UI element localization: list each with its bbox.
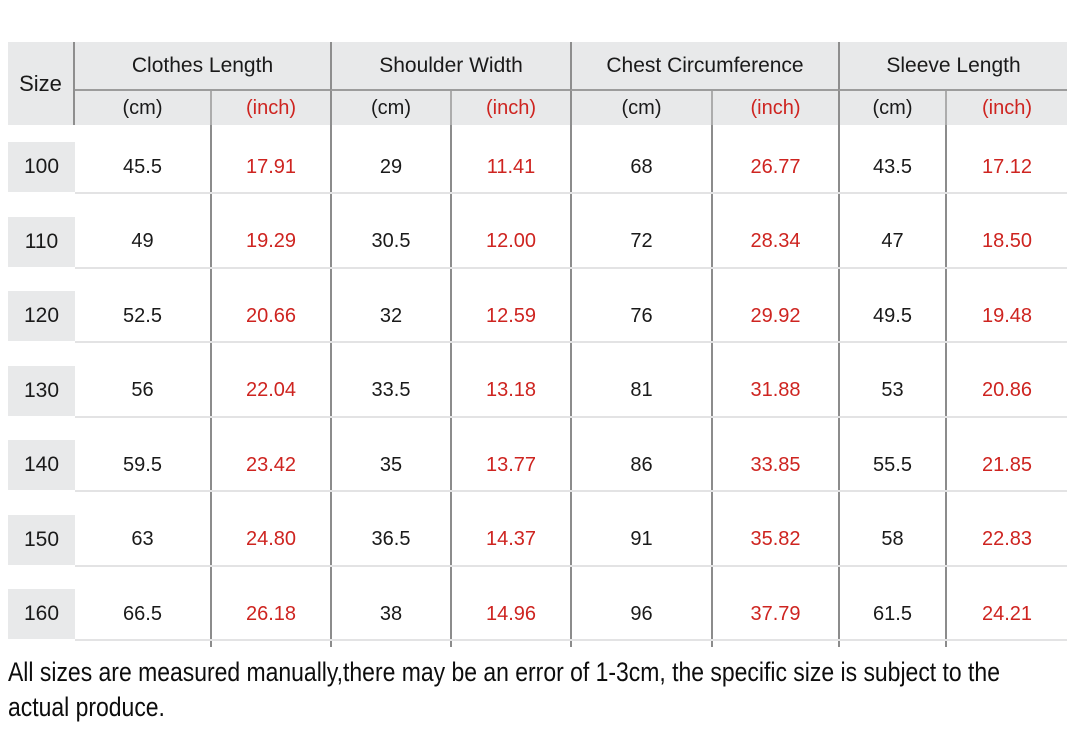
- size-cell: 160: [8, 572, 75, 647]
- size-value: 150: [8, 514, 75, 565]
- size-value: 130: [8, 365, 75, 416]
- value-cm: 91: [570, 497, 711, 572]
- value-inch: 12.00: [450, 199, 570, 274]
- value-cm: 55.5: [838, 423, 945, 498]
- value-cm: 29: [330, 125, 450, 200]
- value-cm: 68: [570, 125, 711, 200]
- value-inch: 14.96: [450, 572, 570, 647]
- table-row: 150 63 24.80 36.5 14.37 91 35.82 58 22.8…: [8, 497, 1067, 573]
- value-cm: 49.5: [838, 274, 945, 349]
- value-inch: 28.34: [711, 199, 838, 274]
- size-cell: 150: [8, 498, 75, 573]
- value-cm: 30.5: [330, 199, 450, 274]
- value-inch: 14.37: [450, 497, 570, 572]
- size-value: 160: [8, 589, 75, 639]
- value-inch: 12.59: [450, 274, 570, 349]
- value-cm: 63: [131, 528, 154, 551]
- value-cm: 66.5: [123, 602, 162, 625]
- group-header-shoulder-width: Shoulder Width: [330, 42, 570, 91]
- value-cm: 47: [838, 199, 945, 274]
- value-inch: 22.04: [210, 348, 330, 423]
- value-inch: 17.12: [945, 125, 1067, 200]
- column-header-size: Size: [8, 42, 75, 125]
- unit-header-inch: (inch): [711, 91, 838, 125]
- value-inch: 24.80: [210, 497, 330, 572]
- size-cell: 110: [8, 200, 75, 275]
- value-cm: 32: [330, 274, 450, 349]
- unit-header-cm: (cm): [838, 91, 945, 125]
- value-inch: 37.79: [711, 572, 838, 647]
- table-row: 130 56 22.04 33.5 13.18 81 31.88 53 20.8…: [8, 348, 1067, 424]
- size-cell: 100: [8, 125, 75, 200]
- unit-header-inch: (inch): [945, 91, 1067, 125]
- unit-header-inch: (inch): [210, 91, 330, 125]
- value-cm: 33.5: [330, 348, 450, 423]
- group-header-sleeve-length: Sleeve Length: [838, 42, 1067, 91]
- value-cm: 72: [570, 199, 711, 274]
- value-inch: 24.21: [945, 572, 1067, 647]
- value-inch: 13.77: [450, 423, 570, 498]
- value-inch: 19.29: [210, 199, 330, 274]
- unit-header-cm: (cm): [330, 91, 450, 125]
- value-cm: 52.5: [123, 304, 162, 327]
- size-value: 140: [8, 440, 75, 490]
- size-chart-table: Size Clothes Length Shoulder Width Chest…: [8, 42, 1067, 647]
- value-cm: 76: [570, 274, 711, 349]
- table-body: 100 45.5 17.91 29 11.41 68 26.77 43.5 17…: [8, 125, 1067, 647]
- unit-header-cm: (cm): [570, 91, 711, 125]
- value-inch: 22.83: [945, 497, 1067, 572]
- value-inch: 23.42: [210, 423, 330, 498]
- value-cm: 81: [570, 348, 711, 423]
- value-cm: 86: [570, 423, 711, 498]
- unit-header-inch: (inch): [450, 91, 570, 125]
- value-inch: 20.66: [210, 274, 330, 349]
- size-value: 120: [8, 291, 75, 341]
- value-cm: 49: [131, 230, 154, 253]
- value-inch: 31.88: [711, 348, 838, 423]
- size-cell: 120: [8, 274, 75, 349]
- value-inch: 29.92: [711, 274, 838, 349]
- value-inch: 17.91: [210, 125, 330, 200]
- size-cell: 140: [8, 423, 75, 498]
- value-cm: 58: [838, 497, 945, 572]
- value-inch: 13.18: [450, 348, 570, 423]
- value-cm: 61.5: [838, 572, 945, 647]
- value-cm: 56: [131, 379, 154, 402]
- unit-header-cm: (cm): [122, 96, 163, 119]
- value-inch: 26.77: [711, 125, 838, 200]
- table-row: 110 49 19.29 30.5 12.00 72 28.34 47 18.5…: [8, 199, 1067, 275]
- group-header-chest-circumference: Chest Circumference: [570, 42, 838, 91]
- value-cm: 96: [570, 572, 711, 647]
- table-row: 100 45.5 17.91 29 11.41 68 26.77 43.5 17…: [8, 125, 1067, 200]
- value-inch: 18.50: [945, 199, 1067, 274]
- group-header-clothes-length: Clothes Length: [75, 42, 330, 91]
- value-inch: 21.85: [945, 423, 1067, 498]
- size-value: 100: [8, 142, 75, 192]
- value-cm: 35: [330, 423, 450, 498]
- table-row: 120 52.5 20.66 32 12.59 76 29.92 49.5 19…: [8, 274, 1067, 349]
- value-inch: 33.85: [711, 423, 838, 498]
- value-cm: 38: [330, 572, 450, 647]
- value-inch: 20.86: [945, 348, 1067, 423]
- table-header: Size Clothes Length Shoulder Width Chest…: [8, 42, 1067, 125]
- value-cm: 59.5: [123, 453, 162, 476]
- size-value: 110: [8, 216, 75, 267]
- value-cm: 36.5: [330, 497, 450, 572]
- value-inch: 11.41: [450, 125, 570, 200]
- value-inch: 19.48: [945, 274, 1067, 349]
- value-cm: 53: [838, 348, 945, 423]
- value-cm: 43.5: [838, 125, 945, 200]
- value-cm: 45.5: [123, 155, 162, 178]
- value-inch: 35.82: [711, 497, 838, 572]
- table-row: 160 66.5 26.18 38 14.96 96 37.79 61.5 24…: [8, 572, 1067, 647]
- measurement-disclaimer: All sizes are measured manually,there ma…: [8, 657, 1000, 722]
- table-row: 140 59.5 23.42 35 13.77 86 33.85 55.5 21…: [8, 423, 1067, 498]
- size-cell: 130: [8, 349, 75, 424]
- value-inch: 26.18: [210, 572, 330, 647]
